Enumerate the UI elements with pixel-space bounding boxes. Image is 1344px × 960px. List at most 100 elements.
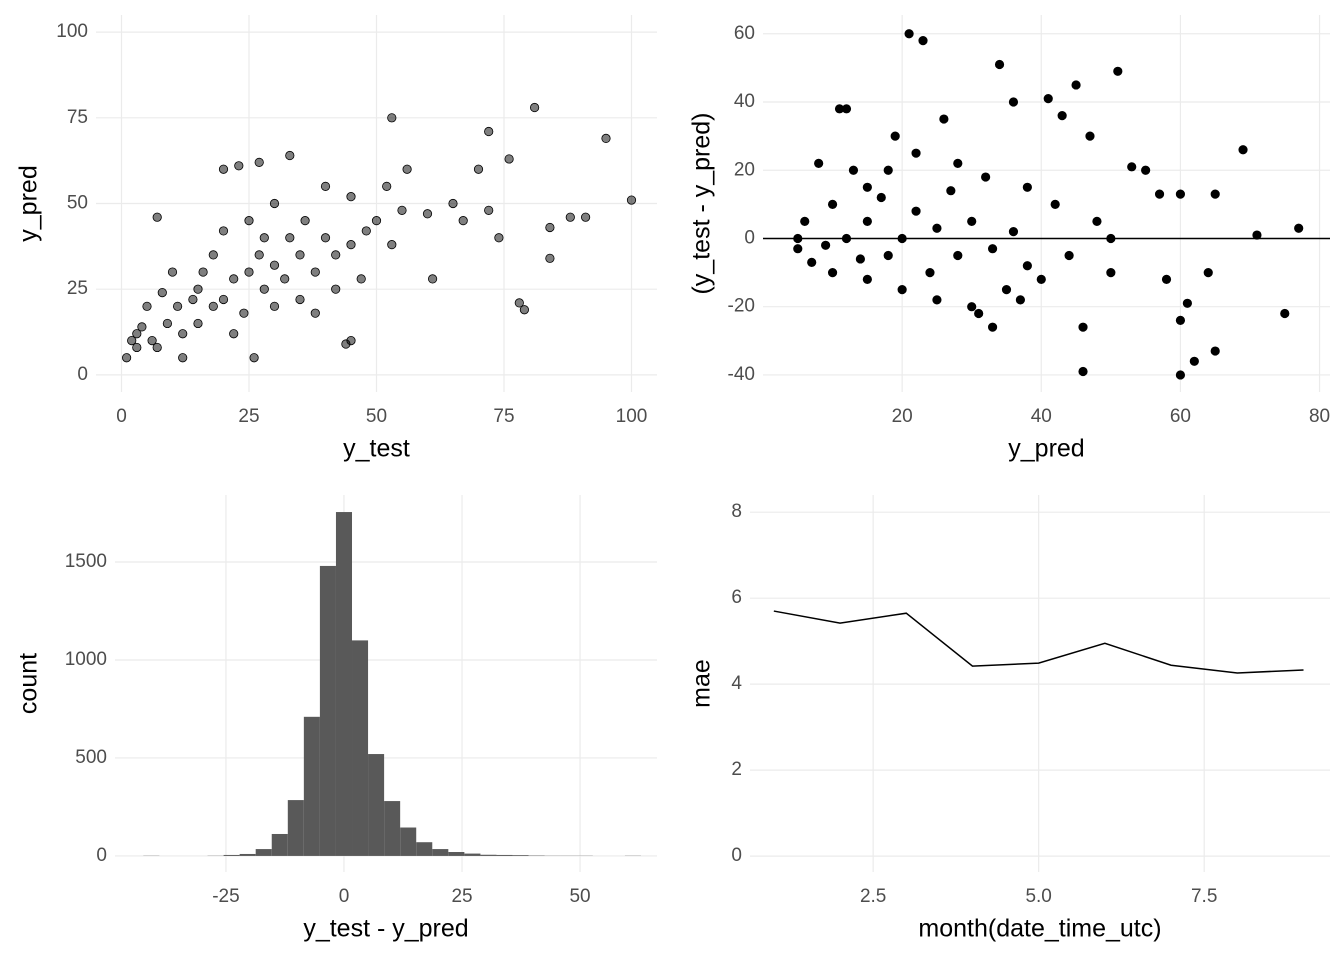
bar bbox=[352, 640, 369, 856]
y-axis-title: y_pred bbox=[15, 165, 43, 241]
point bbox=[848, 165, 859, 175]
y-tick-label: 0 bbox=[96, 845, 107, 866]
point bbox=[310, 267, 320, 277]
point bbox=[1127, 162, 1137, 172]
point bbox=[387, 240, 397, 250]
point bbox=[382, 181, 392, 191]
point bbox=[285, 150, 295, 161]
point bbox=[244, 267, 254, 277]
y-tick-label: 4 bbox=[731, 673, 742, 694]
panel: 2.5 5.0 7.5 0 2 4 6 8 month(date_time_utc) mae bbox=[688, 495, 1330, 943]
point bbox=[259, 284, 269, 294]
y-tick-label: 100 bbox=[56, 21, 88, 42]
point bbox=[939, 114, 949, 124]
point bbox=[494, 233, 504, 243]
point bbox=[897, 285, 907, 295]
point bbox=[580, 212, 591, 222]
point bbox=[967, 302, 977, 312]
point bbox=[387, 113, 397, 123]
panel: 20 40 60 80 -40 -20 0 20 40 60 y_pred (y_test - y_p… bbox=[688, 15, 1330, 463]
x-tick-label: 50 bbox=[366, 406, 387, 427]
point bbox=[152, 342, 162, 353]
point bbox=[1043, 93, 1053, 104]
point bbox=[932, 223, 942, 233]
point bbox=[198, 267, 208, 277]
x-axis-title: y_test - y_pred bbox=[303, 915, 468, 943]
point bbox=[1008, 97, 1019, 107]
point bbox=[132, 342, 142, 353]
point bbox=[918, 35, 928, 46]
point bbox=[346, 240, 356, 250]
x-tick-label: 100 bbox=[616, 406, 648, 427]
point bbox=[188, 294, 198, 305]
point bbox=[346, 192, 356, 202]
bar bbox=[271, 833, 288, 856]
y-tick-label: 1000 bbox=[65, 649, 107, 670]
y-tick-label: 20 bbox=[734, 159, 755, 180]
point bbox=[1050, 199, 1060, 209]
x-tick-label: 25 bbox=[451, 886, 472, 907]
point bbox=[1085, 131, 1095, 141]
x-tick-label: -25 bbox=[212, 886, 239, 907]
bar bbox=[448, 852, 465, 856]
point bbox=[981, 172, 991, 182]
point bbox=[1252, 230, 1262, 240]
point bbox=[545, 222, 555, 233]
bar bbox=[416, 842, 433, 856]
point bbox=[1057, 111, 1067, 121]
y-tick-label: 60 bbox=[734, 23, 755, 44]
bar bbox=[239, 853, 256, 856]
bar bbox=[319, 565, 336, 856]
x-axis-title: y_pred bbox=[1008, 435, 1084, 463]
point bbox=[925, 267, 935, 278]
y-tick-label: 8 bbox=[731, 501, 742, 522]
point bbox=[178, 329, 188, 339]
point bbox=[397, 205, 407, 215]
point bbox=[626, 195, 637, 205]
point bbox=[953, 250, 963, 261]
bar bbox=[384, 801, 401, 856]
y-tick-label: 0 bbox=[744, 227, 755, 248]
point bbox=[173, 301, 183, 311]
point bbox=[1161, 274, 1172, 285]
bar bbox=[480, 854, 497, 856]
point bbox=[932, 295, 942, 305]
x-tick-label: 20 bbox=[892, 406, 913, 427]
point bbox=[1106, 267, 1116, 278]
point bbox=[1175, 370, 1186, 380]
bar bbox=[287, 800, 304, 856]
point bbox=[1071, 80, 1081, 90]
point bbox=[295, 250, 305, 260]
point bbox=[519, 305, 530, 315]
point bbox=[565, 212, 575, 222]
point bbox=[1022, 261, 1032, 271]
point bbox=[147, 335, 157, 346]
point bbox=[300, 216, 310, 226]
y-tick-label: 0 bbox=[77, 364, 88, 385]
point bbox=[504, 154, 514, 164]
point bbox=[814, 158, 824, 169]
point bbox=[827, 267, 838, 278]
point bbox=[1154, 189, 1165, 199]
point bbox=[855, 254, 865, 264]
y-tick-label: -40 bbox=[728, 364, 755, 385]
point bbox=[807, 257, 817, 267]
point bbox=[601, 133, 611, 143]
point bbox=[911, 148, 921, 158]
point bbox=[974, 308, 984, 319]
point bbox=[862, 216, 872, 227]
point bbox=[218, 226, 229, 236]
point bbox=[1175, 189, 1186, 199]
point bbox=[341, 339, 351, 349]
point bbox=[1141, 165, 1151, 175]
y-tick-label: 1500 bbox=[65, 551, 107, 572]
point bbox=[911, 206, 921, 216]
x-tick-label: 25 bbox=[238, 406, 259, 427]
point bbox=[229, 329, 239, 339]
point bbox=[1294, 223, 1304, 233]
bar bbox=[368, 754, 385, 856]
y-tick-label: 25 bbox=[67, 278, 88, 299]
point bbox=[1106, 233, 1116, 244]
